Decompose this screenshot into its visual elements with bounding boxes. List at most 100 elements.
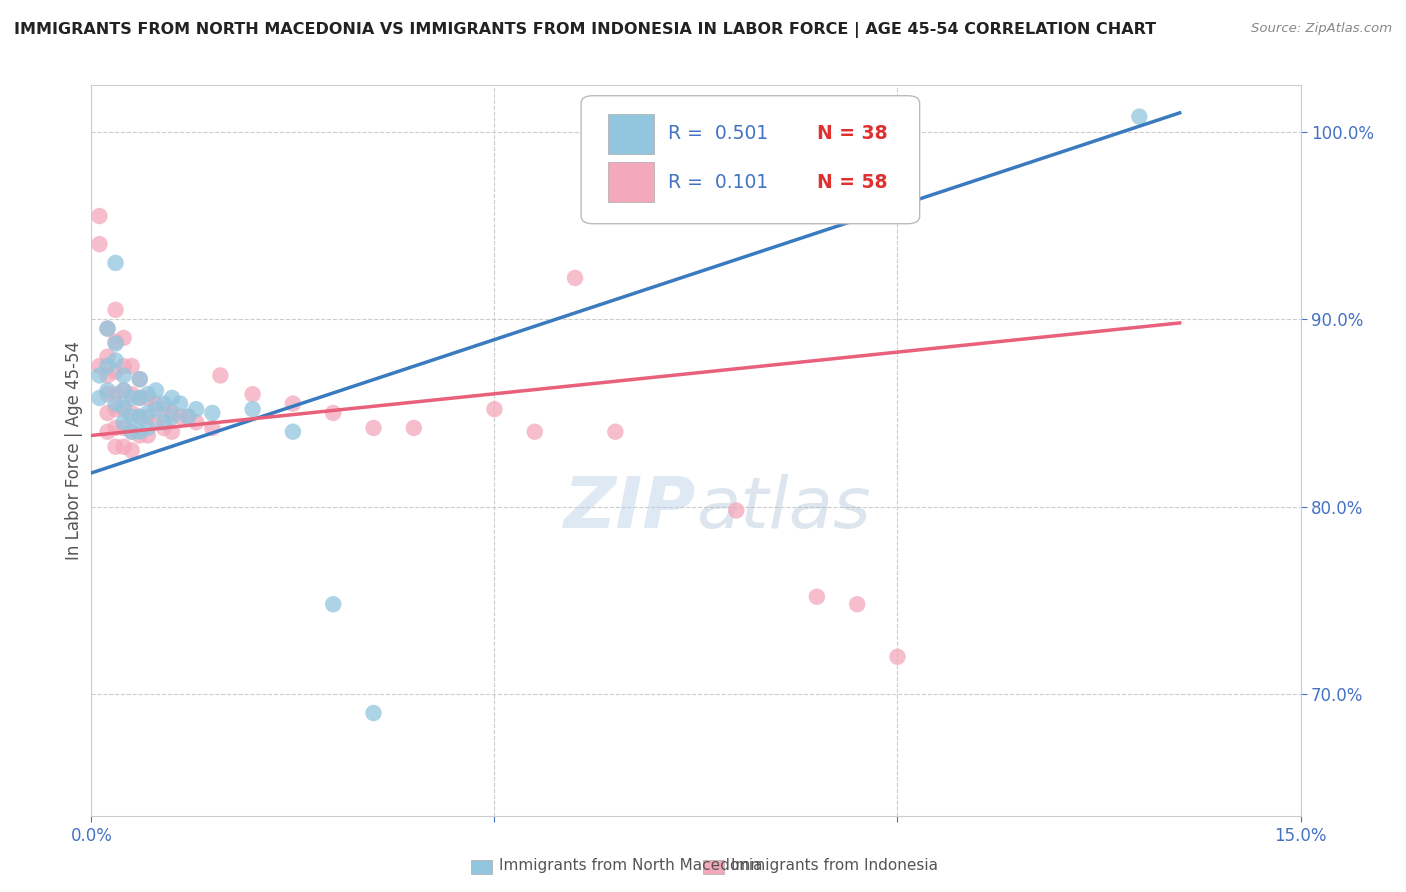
FancyBboxPatch shape (607, 162, 654, 202)
Point (160, 425, 183, 439)
FancyBboxPatch shape (581, 95, 920, 224)
Point (128, 428, 150, 442)
Point (112, 440, 135, 454)
Point (112, 359, 135, 373)
Point (112, 384, 135, 398)
Point (96, 368, 118, 383)
FancyBboxPatch shape (607, 113, 654, 153)
Point (112, 402, 135, 417)
Point (128, 372, 150, 386)
Point (145, 384, 167, 398)
Point (886, 649, 908, 664)
Point (186, 415, 208, 429)
Point (160, 391, 183, 405)
Point (605, 425, 627, 439)
Point (322, 597, 344, 611)
Point (96, 321, 118, 335)
Point (89, 209, 111, 223)
Point (128, 409, 150, 424)
Point (96, 359, 118, 373)
Point (121, 406, 143, 420)
Point (112, 331, 135, 345)
Point (242, 402, 264, 417)
Point (121, 443, 143, 458)
Point (104, 396, 127, 410)
Point (153, 421, 176, 435)
Point (136, 391, 159, 405)
Point (89, 368, 111, 383)
Text: ZIP: ZIP (564, 475, 696, 543)
Point (136, 387, 159, 401)
Text: R =  0.501: R = 0.501 (668, 124, 769, 144)
Point (112, 415, 135, 429)
Point (96, 406, 118, 420)
Point (104, 256, 127, 270)
Point (104, 365, 127, 379)
Point (363, 421, 385, 435)
Text: Immigrants from North Macedonia: Immigrants from North Macedonia (499, 858, 762, 873)
Point (564, 271, 586, 285)
Text: R =  0.101: R = 0.101 (668, 172, 769, 192)
Point (112, 368, 135, 383)
Point (145, 415, 167, 429)
Point (136, 406, 159, 420)
Text: N = 38: N = 38 (817, 124, 887, 144)
Text: N = 58: N = 58 (817, 172, 887, 192)
Point (104, 302, 127, 317)
Point (242, 387, 264, 401)
Point (96, 387, 118, 401)
Point (104, 336, 127, 351)
Point (363, 706, 385, 720)
Point (177, 409, 200, 424)
Point (153, 396, 176, 410)
Point (281, 396, 304, 410)
Point (136, 428, 159, 442)
Point (136, 409, 159, 424)
Point (160, 406, 183, 420)
Point (121, 425, 143, 439)
Point (177, 409, 200, 424)
Point (104, 421, 127, 435)
Point (104, 353, 127, 368)
Point (128, 391, 150, 405)
Point (169, 396, 191, 410)
Point (128, 409, 150, 424)
Point (104, 334, 127, 349)
Point (209, 368, 232, 383)
Point (121, 387, 143, 401)
Text: Source: ZipAtlas.com: Source: ZipAtlas.com (1251, 22, 1392, 36)
Point (112, 401, 135, 415)
Point (523, 425, 546, 439)
Point (136, 421, 159, 435)
Point (169, 409, 191, 424)
Point (121, 359, 143, 373)
Point (281, 425, 304, 439)
Point (153, 402, 176, 417)
Y-axis label: In Labor Force | Age 45-54: In Labor Force | Age 45-54 (65, 341, 83, 560)
Point (322, 406, 344, 420)
Point (89, 237, 111, 252)
Point (96, 384, 118, 398)
Point (806, 590, 828, 604)
Point (96, 350, 118, 364)
Point (201, 421, 224, 435)
Point (96, 321, 118, 335)
Text: Immigrants from Indonesia: Immigrants from Indonesia (731, 858, 938, 873)
Point (104, 387, 127, 401)
Point (121, 409, 143, 424)
Point (145, 402, 167, 417)
Point (186, 402, 208, 417)
Point (128, 425, 150, 439)
Point (128, 372, 150, 386)
Point (104, 440, 127, 454)
Point (201, 406, 224, 420)
Point (160, 409, 183, 424)
Point (121, 425, 143, 439)
Point (846, 597, 869, 611)
Point (112, 384, 135, 398)
Text: IMMIGRANTS FROM NORTH MACEDONIA VS IMMIGRANTS FROM INDONESIA IN LABOR FORCE | AG: IMMIGRANTS FROM NORTH MACEDONIA VS IMMIG… (14, 22, 1156, 38)
Point (153, 415, 176, 429)
Point (484, 402, 506, 417)
Text: atlas: atlas (696, 475, 870, 543)
Point (89, 359, 111, 373)
